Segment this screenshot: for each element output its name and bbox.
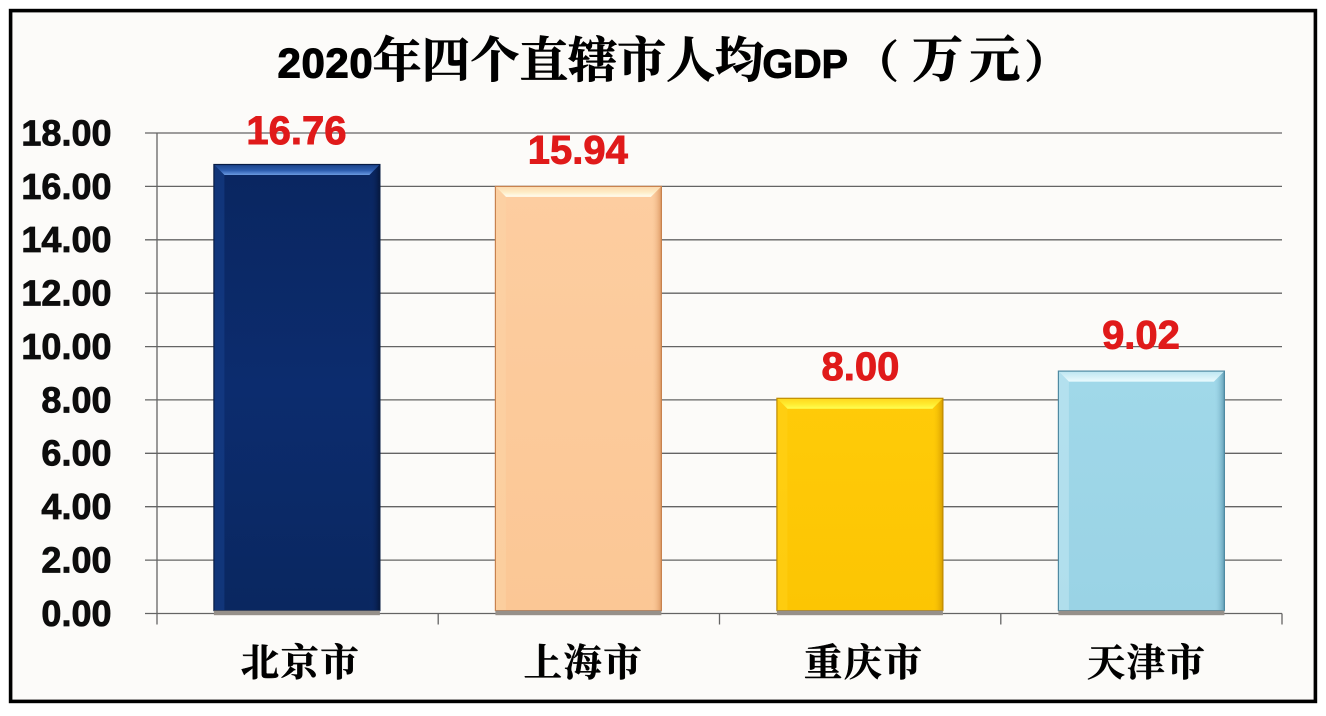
svg-text:2.00: 2.00 xyxy=(41,540,111,581)
svg-text:14.00: 14.00 xyxy=(21,219,111,260)
svg-text:9.02: 9.02 xyxy=(1102,314,1180,358)
svg-text:0.00: 0.00 xyxy=(41,593,111,634)
svg-text:18.00: 18.00 xyxy=(21,112,111,153)
svg-text:10.00: 10.00 xyxy=(21,326,111,367)
svg-text:GDP: GDP xyxy=(762,42,848,86)
svg-text:2020: 2020 xyxy=(278,39,374,86)
svg-text:4.00: 4.00 xyxy=(41,486,111,527)
svg-text:6.00: 6.00 xyxy=(41,433,111,474)
svg-text:8.00: 8.00 xyxy=(41,379,111,420)
svg-text:15.94: 15.94 xyxy=(528,129,629,173)
svg-text:8.00: 8.00 xyxy=(821,345,899,389)
svg-text:16.76: 16.76 xyxy=(246,109,346,153)
svg-text:12.00: 12.00 xyxy=(21,273,111,314)
svg-text:16.00: 16.00 xyxy=(21,166,111,207)
